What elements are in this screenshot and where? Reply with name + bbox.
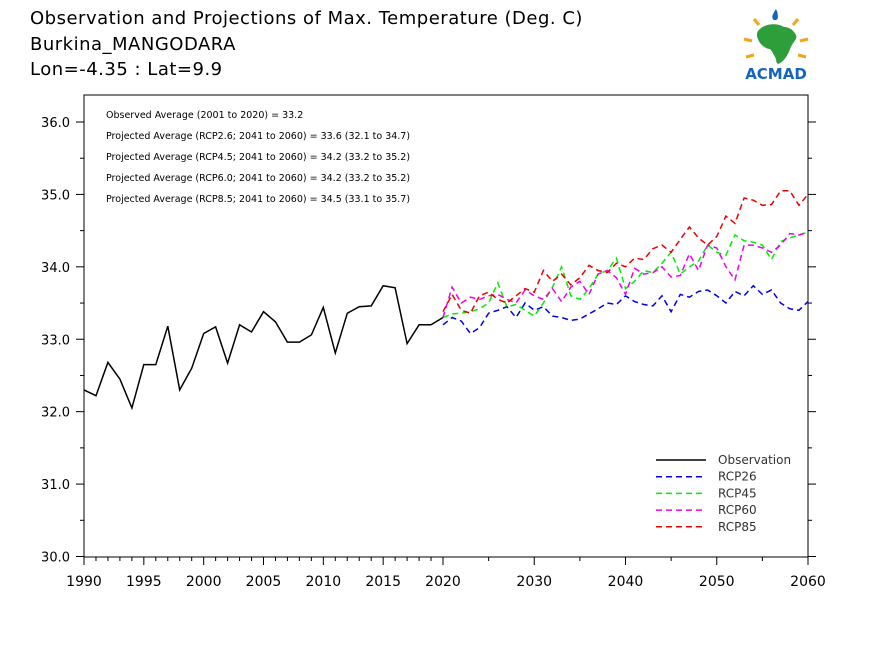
x-tick-label: 1995	[126, 574, 162, 590]
plot-frame	[83, 94, 809, 558]
acmad-logo: ACMAD	[743, 9, 809, 83]
legend-label: RCP60	[718, 503, 757, 517]
chart-title: Observation and Projections of Max. Temp…	[30, 8, 583, 29]
y-tick-label: 36.0	[41, 116, 70, 131]
annotation-text: Observed Average (2001 to 2020) = 33.2	[106, 110, 303, 121]
chart-location: Burkina_MANGODARA	[30, 34, 236, 55]
annotation-text: Projected Average (RCP6.0; 2041 to 2060)…	[106, 173, 410, 184]
annotation-text: Projected Average (RCP8.5; 2041 to 2060)…	[106, 194, 410, 205]
series-line-observation	[83, 284, 444, 411]
logo-text: ACMAD	[745, 65, 807, 83]
series-line-rcp45	[442, 231, 809, 319]
x-tick-label: 2015	[365, 574, 401, 590]
y-tick-label: 34.0	[41, 261, 70, 276]
y-tick-label: 30.0	[41, 551, 70, 566]
x-tick-label: 2000	[186, 574, 222, 590]
annotation-text: Projected Average (RCP4.5; 2041 to 2060)…	[106, 152, 410, 163]
x-tick-label: 2040	[608, 574, 644, 590]
y-tick-label: 33.0	[41, 333, 70, 348]
legend-label: RCP26	[718, 470, 757, 484]
x-tick-label: 1990	[66, 574, 102, 590]
y-tick-label: 32.0	[41, 406, 70, 421]
legend-label: RCP85	[718, 520, 757, 534]
series-line-rcp60	[442, 231, 809, 318]
africa-icon	[756, 24, 797, 64]
annotation-text: Projected Average (RCP2.6; 2041 to 2060)…	[106, 131, 410, 142]
x-tick-label: 2060	[790, 574, 826, 590]
chart-coordinates: Lon=-4.35 : Lat=9.9	[30, 59, 223, 80]
y-tick-label: 31.0	[41, 478, 70, 493]
legend-label: Observation	[718, 453, 791, 467]
y-tick-label: 35.0	[41, 188, 70, 203]
x-tick-label: 2005	[246, 574, 282, 590]
x-tick-label: 2030	[516, 574, 552, 590]
x-tick-label: 2050	[699, 574, 735, 590]
x-tick-label: 2020	[425, 574, 461, 590]
water-drop-icon	[772, 9, 778, 21]
x-tick-label: 2010	[306, 574, 342, 590]
series-line-rcp85	[442, 190, 809, 315]
legend-label: RCP45	[718, 486, 757, 500]
